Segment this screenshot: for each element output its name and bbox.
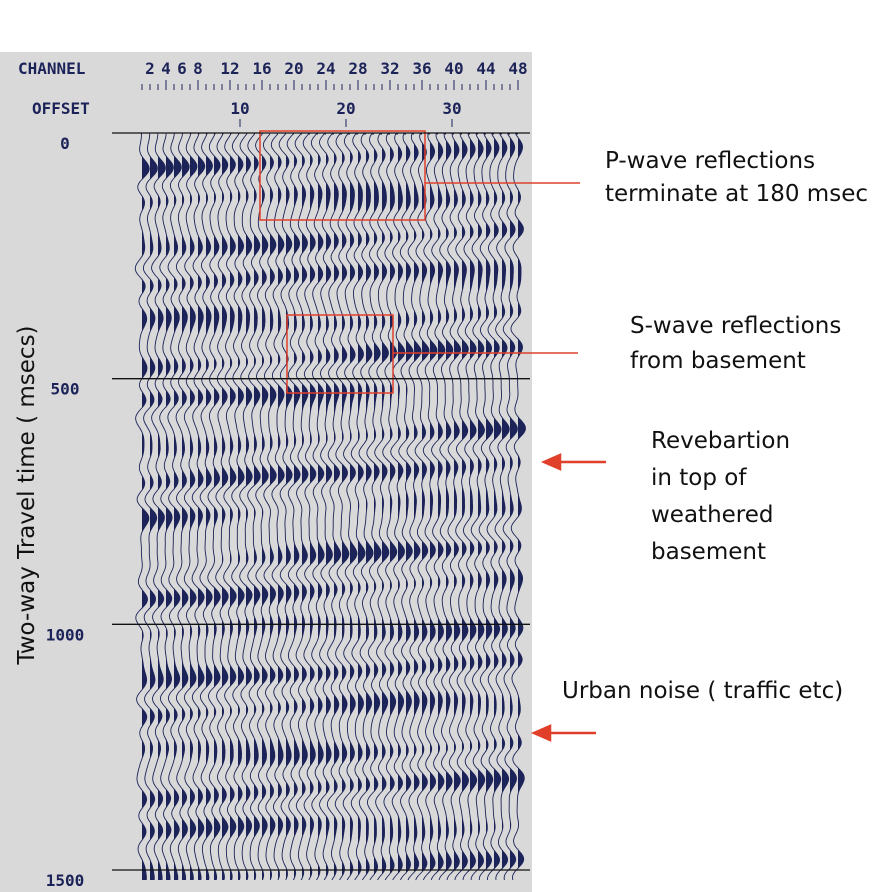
- offset-label: 30: [442, 99, 461, 118]
- time-label: 1000: [46, 625, 85, 644]
- annotation: S-wave reflections: [630, 313, 841, 339]
- channel-label: 8: [193, 59, 203, 78]
- annotation: P-wave reflections: [605, 148, 815, 174]
- offset-label: 10: [230, 99, 249, 118]
- time-label: 0: [60, 134, 70, 153]
- time-label: 500: [51, 380, 80, 399]
- channel-label: 48: [508, 59, 527, 78]
- annotation: basement: [651, 539, 766, 565]
- annotation: Revebartion: [651, 428, 790, 454]
- offset-label: 20: [336, 99, 355, 118]
- channel-label: 2: [145, 59, 155, 78]
- channel-label: 20: [284, 59, 303, 78]
- annotation: terminate at 180 msec: [605, 181, 868, 207]
- channel-label: 36: [412, 59, 431, 78]
- offset-title: OFFSET: [32, 99, 90, 118]
- channel-label: 28: [348, 59, 367, 78]
- channel-label: 12: [220, 59, 239, 78]
- channel-label: 44: [476, 59, 495, 78]
- channel-label: 4: [161, 59, 171, 78]
- annotation: Urban noise ( traffic etc): [562, 678, 843, 704]
- channel-label: 16: [252, 59, 271, 78]
- annotation: in top of: [651, 465, 747, 491]
- figure: CHANNEL OFFSET Two-way Travel time ( mse…: [0, 0, 893, 892]
- annotation: from basement: [630, 348, 806, 374]
- time-axis-title: Two-way Travel time ( msecs): [14, 325, 40, 665]
- channel-label: 24: [316, 59, 335, 78]
- channel-label: 40: [444, 59, 463, 78]
- channel-label: 6: [177, 59, 187, 78]
- channel-label: 32: [380, 59, 399, 78]
- annotation: weathered: [651, 502, 774, 528]
- time-label: 1500: [46, 871, 85, 890]
- channel-title: CHANNEL: [18, 59, 85, 78]
